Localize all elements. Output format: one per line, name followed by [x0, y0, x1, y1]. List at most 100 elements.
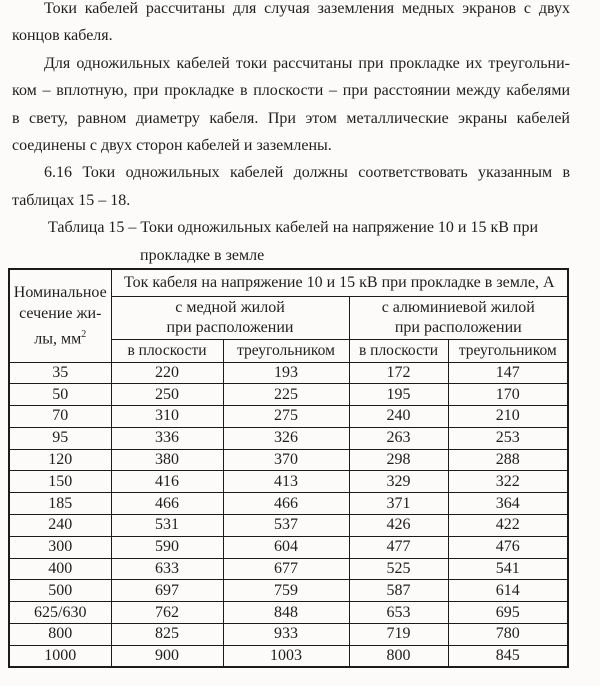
current-value-cell: 695 — [447, 601, 569, 625]
current-value-cell: 253 — [447, 426, 569, 450]
table-row: 185 466 466 371 364 — [8, 492, 569, 516]
current-value-cell: 310 — [110, 405, 224, 428]
current-value-cell: 653 — [348, 601, 449, 625]
table-row: 35 220 193 172 147 — [8, 361, 569, 385]
current-value-cell: 413 — [222, 470, 350, 494]
current-value-cell: 633 — [110, 557, 224, 581]
column-header-triangle-copper: треугольником — [222, 338, 350, 363]
current-value-cell: 677 — [222, 557, 350, 581]
current-value-cell: 590 — [110, 535, 224, 559]
table-row: 120 380 370 298 288 — [8, 448, 569, 472]
column-header-flat-copper: в плоскости — [110, 338, 224, 363]
table-row: 95 336 326 263 253 — [8, 426, 569, 450]
current-value-cell: 845 — [447, 644, 569, 668]
current-value-cell: 604 — [222, 535, 350, 559]
corner-header-text: лы, мм2 — [34, 329, 87, 348]
table-header: Номинальное сечение жи- лы, мм2 Ток кабе… — [8, 268, 569, 363]
current-value-cell: 240 — [348, 405, 449, 428]
section-cell: 1000 — [8, 644, 112, 668]
current-value-cell: 147 — [447, 361, 569, 385]
table-caption-line1: Таблица 15 – Токи одножильных кабелей на… — [48, 219, 539, 237]
current-value-cell: 541 — [447, 557, 569, 581]
section-cell: 240 — [8, 514, 112, 537]
table-row: 70 310 275 240 210 — [8, 405, 569, 428]
clause-6-16-line: таблицах 15 – 18. — [12, 191, 131, 209]
body-text: Токи кабелей рассчитаны для случая зазем… — [12, 0, 570, 269]
current-value-cell: 250 — [110, 383, 224, 407]
section-cell: 95 — [8, 426, 112, 450]
current-value-cell: 697 — [110, 579, 224, 603]
table-row: 800 825 933 719 780 — [8, 623, 569, 646]
table-row: 625/630 762 848 653 695 — [8, 601, 569, 625]
aluminium-group-header-cell: с алюминиевой жилой при расположении — [348, 295, 569, 340]
current-value-cell: 800 — [348, 644, 449, 668]
current-value-cell: 422 — [447, 514, 569, 537]
current-value-cell: 466 — [110, 492, 224, 516]
current-value-cell: 466 — [222, 492, 350, 516]
current-value-cell: 525 — [348, 557, 449, 581]
section-cell: 120 — [8, 448, 112, 472]
paragraph-line: концов кабеля. — [12, 27, 113, 45]
current-value-cell: 225 — [222, 383, 350, 407]
current-value-cell: 759 — [222, 579, 350, 603]
section-cell: 50 — [8, 383, 112, 407]
copper-group-line1: с медной жилой — [175, 298, 285, 316]
current-value-cell: 288 — [447, 448, 569, 472]
span-header-cell: Ток кабеля на напряжение 10 и 15 кВ при … — [110, 268, 569, 297]
table-caption-line2: прокладке в земле — [140, 246, 265, 264]
current-value-cell: 537 — [222, 514, 350, 537]
copper-group-line2: при расположении — [166, 318, 294, 336]
section-cell: 150 — [8, 470, 112, 494]
section-cell: 625/630 — [8, 601, 112, 625]
current-value-cell: 263 — [348, 426, 449, 450]
column-header-flat-aluminium: в плоскости — [348, 338, 449, 363]
copper-group-header-cell: с медной жилой при расположении — [110, 295, 350, 340]
current-value-cell: 364 — [447, 492, 569, 516]
current-value-cell: 172 — [348, 361, 449, 385]
current-value-cell: 587 — [348, 579, 449, 603]
section-cell: 185 — [8, 492, 112, 516]
current-value-cell: 416 — [110, 470, 224, 494]
current-value-cell: 193 — [222, 361, 350, 385]
currents-table: Номинальное сечение жи- лы, мм2 Ток кабе… — [8, 268, 570, 669]
table-row: 300 590 604 477 476 — [8, 535, 569, 559]
current-value-cell: 370 — [222, 448, 350, 472]
current-value-cell: 380 — [110, 448, 224, 472]
current-value-cell: 531 — [110, 514, 224, 537]
current-value-cell: 170 — [447, 383, 569, 407]
section-cell: 800 — [8, 623, 112, 646]
corner-header-cell: Номинальное сечение жи- лы, мм2 — [8, 268, 112, 363]
paragraph-line: в свету, равном диаметру кабеля. При это… — [12, 109, 570, 127]
current-value-cell: 220 — [110, 361, 224, 385]
current-value-cell: 614 — [447, 579, 569, 603]
current-value-cell: 1003 — [222, 644, 350, 668]
current-value-cell: 780 — [447, 623, 569, 646]
current-value-cell: 426 — [348, 514, 449, 537]
aluminium-group-line1: с алюминиевой жилой — [381, 298, 535, 316]
column-header-triangle-aluminium: треугольником — [447, 338, 569, 363]
current-value-cell: 298 — [348, 448, 449, 472]
table-body: 35 220 193 172 147 50 250 225 195 170 70 310 275 240 2… — [8, 361, 569, 668]
current-value-cell: 719 — [348, 623, 449, 646]
aluminium-group-line2: при расположении — [394, 318, 522, 336]
paragraph-line: ком – вплотную, при прокладке в плоскост… — [12, 82, 570, 100]
current-value-cell: 762 — [110, 601, 224, 625]
current-value-cell: 476 — [447, 535, 569, 559]
superscript-2: 2 — [81, 329, 87, 341]
corner-header-text: Номинальное — [13, 284, 107, 302]
current-value-cell: 275 — [222, 405, 350, 428]
table-row: 500 697 759 587 614 — [8, 579, 569, 603]
section-cell: 300 — [8, 535, 112, 559]
table-row: 400 633 677 525 541 — [8, 557, 569, 581]
table-row: 240 531 537 426 422 — [8, 514, 569, 537]
current-value-cell: 322 — [447, 470, 569, 494]
current-value-cell: 933 — [222, 623, 350, 646]
section-cell: 70 — [8, 405, 112, 428]
current-value-cell: 210 — [447, 405, 569, 428]
table-row: 1000 900 1003 800 845 — [8, 644, 569, 668]
section-cell: 500 — [8, 579, 112, 603]
paragraph-line: Для одножильных кабелей токи рассчитаны … — [44, 54, 570, 72]
clause-6-16-line: 6.16 Токи одножильных кабелей должны соо… — [44, 164, 570, 182]
current-value-cell: 195 — [348, 383, 449, 407]
section-cell: 400 — [8, 557, 112, 581]
